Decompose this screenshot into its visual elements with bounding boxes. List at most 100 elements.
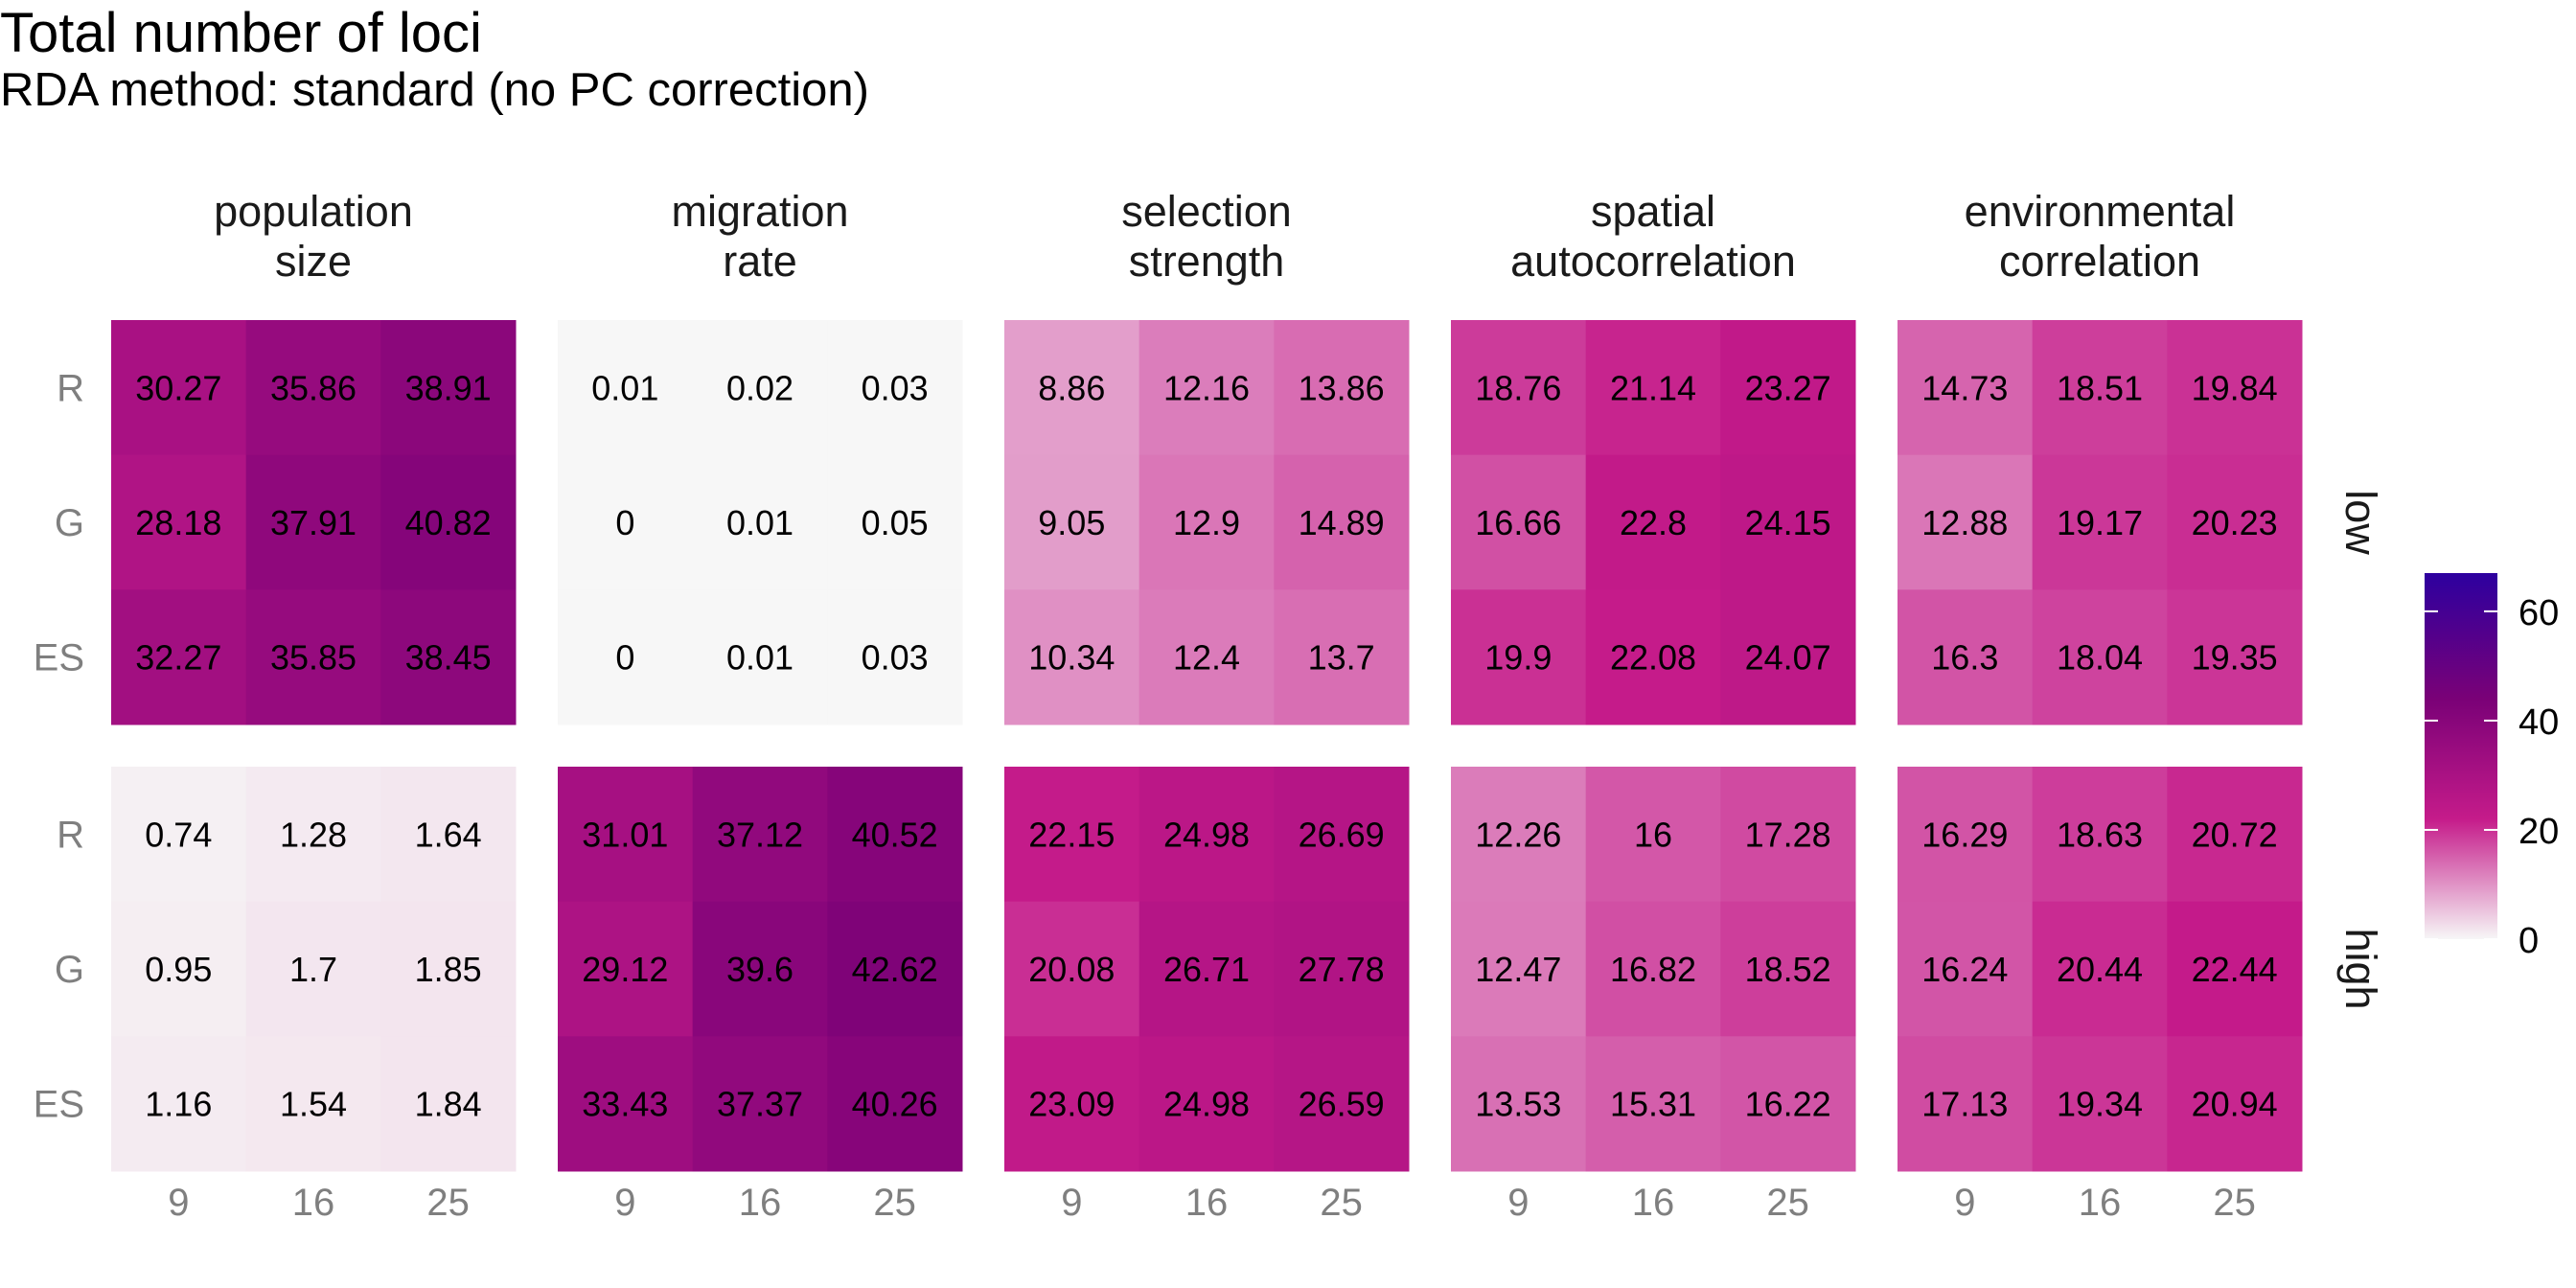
heatmap-cell: [1451, 901, 1587, 1037]
cell-value-label: 16.29: [1921, 815, 2008, 854]
heatmap-cell: [2167, 901, 2303, 1037]
cell-value-label: 15.31: [1610, 1085, 1696, 1124]
heatmap-cell: [380, 320, 517, 456]
facet-row-label: high: [2336, 928, 2385, 1009]
heatmap-cell: [2167, 1036, 2303, 1172]
heatmap-cell: [380, 589, 517, 725]
heatmap-cell: [1138, 767, 1275, 903]
heatmap-cell: [1138, 1036, 1275, 1172]
color-legend: 0 20 40 60: [2425, 573, 2559, 961]
cell-value-label: 0.74: [145, 815, 212, 854]
heatmap-cell: [1585, 901, 1721, 1037]
heatmap-cell: [1451, 589, 1587, 725]
cell-value-label: 23.09: [1028, 1085, 1115, 1124]
cell-value-label: 18.76: [1475, 368, 1561, 407]
heatmap-cell: [558, 589, 694, 725]
cell-value-label: 8.86: [1038, 368, 1105, 407]
heatmap-cell: [1004, 320, 1140, 456]
cell-value-label: 32.27: [135, 638, 221, 678]
facet-strip-label: spatial: [1591, 187, 1715, 236]
cell-value-label: 1.7: [289, 950, 337, 989]
cell-value-label: 0.01: [726, 503, 794, 542]
cell-value-label: 12.47: [1475, 950, 1561, 989]
cell-value-label: 24.15: [1745, 503, 1831, 542]
heatmap-cell: [1898, 454, 2034, 590]
heatmap-cell: [111, 589, 247, 725]
heatmap-cell: [1585, 320, 1721, 456]
facet-strip-label: environmental: [1965, 187, 2236, 236]
cell-value-label: 35.86: [270, 368, 356, 407]
cell-value-label: 24.98: [1163, 1085, 1250, 1124]
facet-row-label: low: [2336, 490, 2385, 555]
x-tick-label: 9: [1954, 1182, 1975, 1224]
heatmap-cell: [111, 1036, 247, 1172]
cell-value-label: 21.14: [1610, 368, 1696, 407]
heatmap-cell: [692, 767, 828, 903]
heatmap-cell: [558, 901, 694, 1037]
x-tick-label: 16: [1185, 1182, 1229, 1224]
heatmap-cell: [1720, 589, 1856, 725]
cell-value-label: 31.01: [582, 815, 668, 854]
cell-value-label: 13.7: [1308, 638, 1375, 678]
cell-value-label: 20.44: [2057, 950, 2143, 989]
heatmap-cell: [1004, 901, 1140, 1037]
cell-value-label: 0.05: [862, 503, 929, 542]
y-tick-label: ES: [34, 637, 84, 679]
x-tick-label: 25: [1766, 1182, 1809, 1224]
cell-value-label: 19.34: [2057, 1085, 2143, 1124]
heatmap-cell: [1138, 901, 1275, 1037]
cell-value-label: 35.85: [270, 638, 356, 678]
cell-value-label: 12.16: [1163, 368, 1250, 407]
heatmap-cell: [245, 901, 381, 1037]
heatmap-cell: [380, 901, 517, 1037]
cell-value-label: 0.03: [862, 368, 929, 407]
cell-value-label: 19.84: [2192, 368, 2278, 407]
cell-value-label: 1.84: [415, 1085, 482, 1124]
heatmap-cell: [245, 1036, 381, 1172]
x-tick-label: 9: [1507, 1182, 1529, 1224]
cell-value-label: 12.88: [1921, 503, 2008, 542]
heatmap-cell: [1585, 1036, 1721, 1172]
heatmap-cell: [827, 901, 963, 1037]
cell-value-label: 24.07: [1745, 638, 1831, 678]
cell-value-label: 1.16: [145, 1085, 212, 1124]
heatmap-cell: [1898, 767, 2034, 903]
cell-value-label: 38.91: [405, 368, 492, 407]
cell-value-label: 22.15: [1028, 815, 1115, 854]
cell-value-label: 20.72: [2192, 815, 2278, 854]
cell-value-label: 0.03: [862, 638, 929, 678]
cell-value-label: 12.26: [1475, 815, 1561, 854]
heatmap-cell: [827, 320, 963, 456]
heatmap-cell: [1004, 589, 1140, 725]
heatmap-cell: [1451, 320, 1587, 456]
heatmap-cell: [2032, 589, 2168, 725]
cell-value-label: 19.35: [2192, 638, 2278, 678]
heatmap-cell: [827, 1036, 963, 1172]
facet-strip-label: autocorrelation: [1510, 237, 1796, 286]
cell-value-label: 30.27: [135, 368, 221, 407]
heatmap-cell: [692, 454, 828, 590]
cell-value-label: 37.12: [717, 815, 803, 854]
x-tick-label: 16: [1632, 1182, 1675, 1224]
x-tick-label: 9: [614, 1182, 635, 1224]
heatmap-cell: [2167, 767, 2303, 903]
heatmap-cell: [1274, 767, 1410, 903]
heatmap-cell: [1274, 901, 1410, 1037]
heatmap-cell: [111, 901, 247, 1037]
y-tick-label: G: [55, 949, 84, 991]
heatmap-cell: [2167, 589, 2303, 725]
cell-value-label: 16.24: [1921, 950, 2008, 989]
y-tick-label: R: [57, 367, 84, 409]
heatmap-cell: [245, 767, 381, 903]
x-tick-label: 9: [1061, 1182, 1082, 1224]
x-tick-label: 16: [292, 1182, 335, 1224]
heatmap-cell: [1004, 1036, 1140, 1172]
x-tick-label: 25: [1320, 1182, 1363, 1224]
cell-value-label: 18.52: [1745, 950, 1831, 989]
cell-value-label: 0.01: [591, 368, 658, 407]
heatmap-cell: [245, 454, 381, 590]
legend-break-label: 0: [2518, 921, 2539, 961]
heatmap-cell: [827, 454, 963, 590]
heatmap-cell: [1451, 1036, 1587, 1172]
